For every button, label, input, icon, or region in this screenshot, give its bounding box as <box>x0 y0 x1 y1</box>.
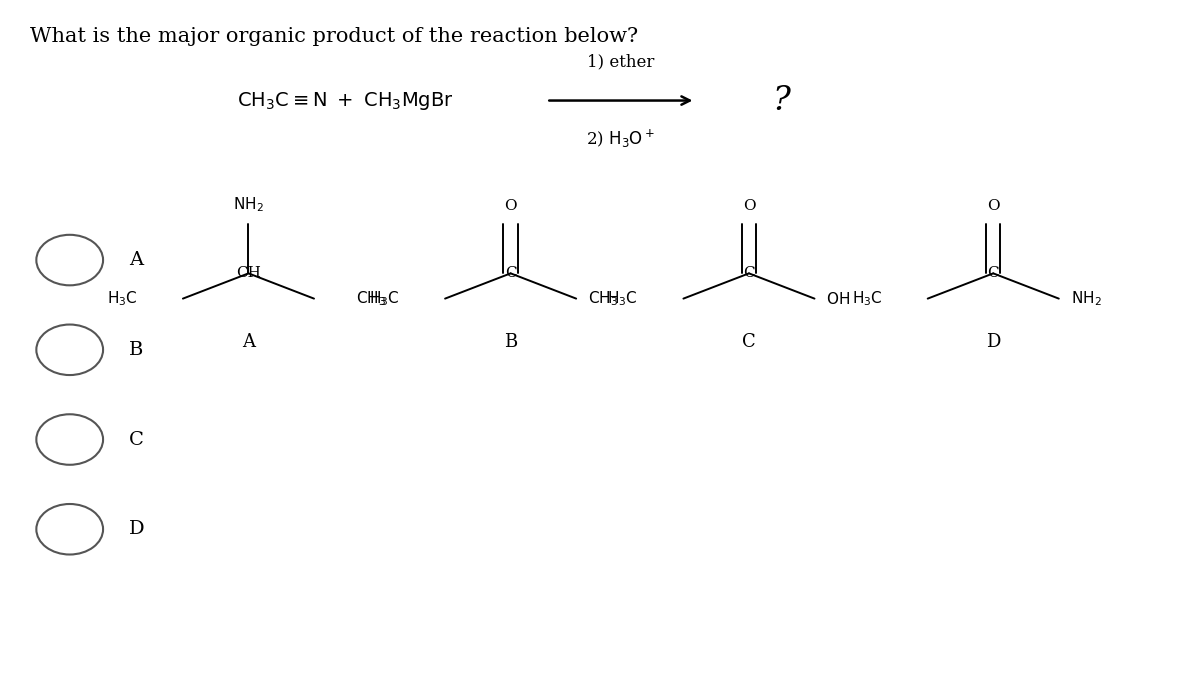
Text: $\mathrm{H_3C}$: $\mathrm{H_3C}$ <box>370 289 400 308</box>
Text: 1) ether: 1) ether <box>587 53 654 71</box>
Text: C: C <box>130 431 144 448</box>
Text: $\mathrm{H_3C}$: $\mathrm{H_3C}$ <box>107 289 138 308</box>
Text: A: A <box>242 333 254 351</box>
Text: 2) $\mathrm{H_3O^+}$: 2) $\mathrm{H_3O^+}$ <box>587 128 655 150</box>
Text: C: C <box>743 267 755 281</box>
Text: What is the major organic product of the reaction below?: What is the major organic product of the… <box>30 28 638 46</box>
Text: $\mathrm{NH_2}$: $\mathrm{NH_2}$ <box>233 196 264 214</box>
Text: CH: CH <box>236 267 260 281</box>
Text: $\mathrm{CH_3}$: $\mathrm{CH_3}$ <box>588 289 618 308</box>
Text: B: B <box>504 333 517 351</box>
Text: C: C <box>505 267 516 281</box>
Text: $\mathrm{NH_2}$: $\mathrm{NH_2}$ <box>1070 289 1102 308</box>
Text: C: C <box>742 333 756 351</box>
Text: $\mathrm{H_3C}$: $\mathrm{H_3C}$ <box>852 289 882 308</box>
Text: O: O <box>504 199 517 213</box>
Text: $\mathrm{CH_3C{\equiv}N\ +\ CH_3MgBr}$: $\mathrm{CH_3C{\equiv}N\ +\ CH_3MgBr}$ <box>236 90 454 112</box>
Text: D: D <box>130 520 145 538</box>
Text: $\mathrm{H_3C}$: $\mathrm{H_3C}$ <box>607 289 638 308</box>
Text: $\mathrm{OH}$: $\mathrm{OH}$ <box>827 291 851 307</box>
Text: B: B <box>130 341 144 359</box>
Text: ?: ? <box>773 85 791 116</box>
Text: C: C <box>988 267 1000 281</box>
Text: O: O <box>743 199 755 213</box>
Text: A: A <box>130 251 144 269</box>
Text: O: O <box>986 199 1000 213</box>
Text: D: D <box>986 333 1001 351</box>
Text: $\mathrm{CH_3}$: $\mathrm{CH_3}$ <box>355 289 386 308</box>
